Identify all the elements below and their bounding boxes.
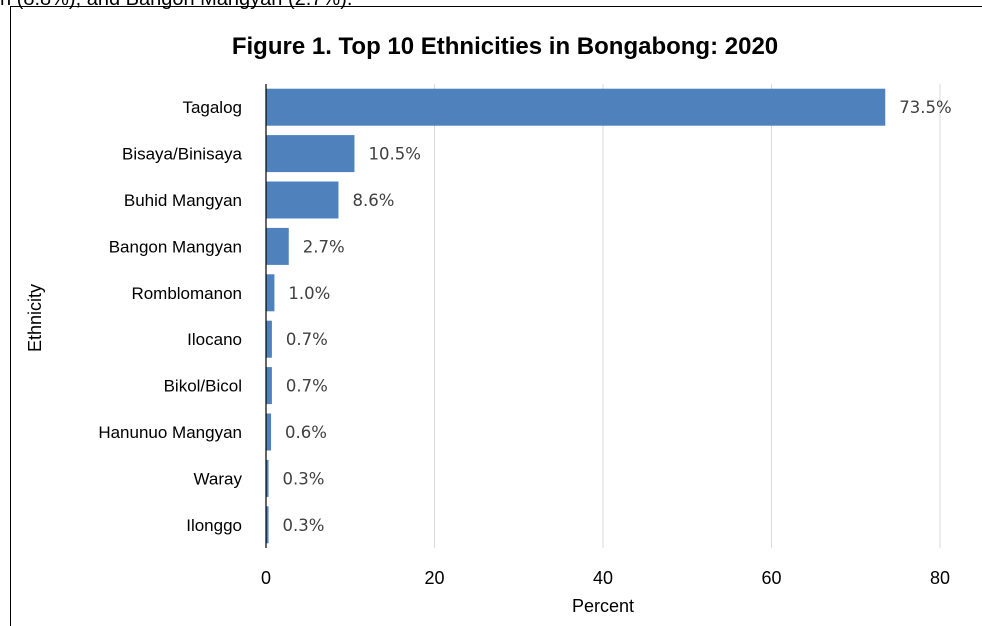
data-label: 0.3% xyxy=(283,516,325,535)
category-label: Ilocano xyxy=(187,330,242,349)
x-tick-20: 20 xyxy=(424,568,444,588)
bar-ilocano xyxy=(266,320,272,358)
data-label: 0.7% xyxy=(286,377,328,396)
category-label: Romblomanon xyxy=(131,284,242,303)
category-labels: Tagalog Bisaya/Binisaya Buhid Mangyan Bango… xyxy=(98,98,242,535)
gridlines xyxy=(434,84,941,548)
category-label: Waray xyxy=(194,469,243,488)
category-label: Ilonggo xyxy=(186,516,242,535)
paragraph-fragment: n (8.8%), and Bangon Mangyan (2.7%). xyxy=(0,0,352,11)
bar-romblomanon xyxy=(266,274,275,312)
category-label: Buhid Mangyan xyxy=(124,191,242,210)
data-label: 0.6% xyxy=(285,423,327,442)
data-label: 73.5% xyxy=(899,98,951,117)
data-label: 8.6% xyxy=(352,191,394,210)
bar-bikol-bicol xyxy=(266,367,272,405)
chart-title: Figure 1. Top 10 Ethnicities in Bongabon… xyxy=(232,33,778,60)
data-label: 0.7% xyxy=(286,330,328,349)
bar-bangon-mangyan xyxy=(266,227,289,265)
data-labels: 73.5% 10.5% 8.6% 2.7% 1.0% 0.7% 0.7% 0.6% 0.3% 0.… xyxy=(283,98,952,535)
bars xyxy=(266,88,886,544)
x-tick-labels: 0 20 40 60 80 xyxy=(261,568,950,588)
x-tick-0: 0 xyxy=(261,568,271,588)
x-tick-80: 80 xyxy=(930,568,950,588)
category-label: Bangon Mangyan xyxy=(109,237,242,256)
bar-bisaya-binisaya xyxy=(266,135,355,173)
bar-waray xyxy=(266,459,269,497)
data-label: 10.5% xyxy=(368,145,420,164)
category-label: Bisaya/Binisaya xyxy=(122,145,243,164)
bar-tagalog xyxy=(266,88,886,126)
bar-hanunuo-mangyan xyxy=(266,413,272,451)
x-tick-40: 40 xyxy=(593,568,613,588)
data-label: 1.0% xyxy=(288,284,330,303)
category-label: Tagalog xyxy=(182,98,242,117)
y-axis-title: Ethnicity xyxy=(25,284,45,352)
category-label: Hanunuo Mangyan xyxy=(98,423,242,442)
data-label: 0.3% xyxy=(283,469,325,488)
data-label: 2.7% xyxy=(303,237,345,256)
category-label: Bikol/Bicol xyxy=(164,377,242,396)
x-tick-60: 60 xyxy=(761,568,781,588)
chart-frame xyxy=(10,6,982,626)
x-axis-title: Percent xyxy=(572,596,634,616)
bar-ilonggo xyxy=(266,506,269,544)
bar-buhid-mangyan xyxy=(266,181,339,219)
